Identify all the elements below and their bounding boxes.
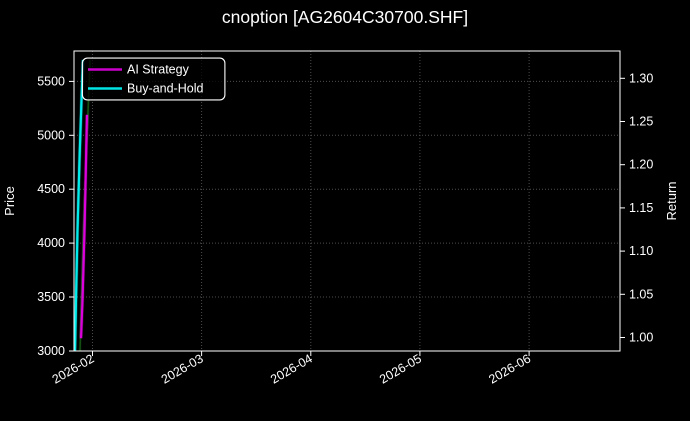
svg-text:1.00: 1.00 (629, 331, 653, 345)
svg-text:3500: 3500 (37, 290, 65, 304)
svg-text:4500: 4500 (37, 182, 65, 196)
svg-text:5000: 5000 (37, 128, 65, 142)
svg-text:1.25: 1.25 (629, 115, 653, 129)
svg-text:2026-04: 2026-04 (268, 351, 315, 386)
svg-text:5500: 5500 (37, 74, 65, 88)
svg-text:Buy-and-Hold: Buy-and-Hold (127, 82, 203, 96)
svg-text:4000: 4000 (37, 236, 65, 250)
svg-text:1.10: 1.10 (629, 244, 653, 258)
svg-text:1.15: 1.15 (629, 201, 653, 215)
svg-text:Price: Price (2, 186, 17, 216)
svg-text:AI Strategy: AI Strategy (127, 63, 190, 77)
svg-text:2026-06: 2026-06 (486, 351, 533, 386)
svg-text:3000: 3000 (37, 344, 65, 358)
svg-text:Return: Return (664, 181, 679, 220)
svg-text:2026-03: 2026-03 (159, 351, 206, 386)
svg-text:1.05: 1.05 (629, 287, 653, 301)
svg-text:1.20: 1.20 (629, 158, 653, 172)
svg-text:2026-05: 2026-05 (377, 351, 424, 386)
svg-text:1.30: 1.30 (629, 71, 653, 85)
